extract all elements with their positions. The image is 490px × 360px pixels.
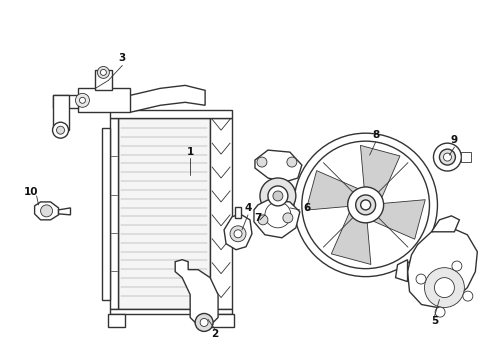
Polygon shape xyxy=(110,110,232,118)
Circle shape xyxy=(200,319,208,327)
Circle shape xyxy=(79,97,85,103)
Polygon shape xyxy=(373,200,425,239)
Circle shape xyxy=(452,261,462,271)
Text: 9: 9 xyxy=(451,135,458,145)
Polygon shape xyxy=(35,202,58,220)
Circle shape xyxy=(440,149,455,165)
Circle shape xyxy=(463,291,473,301)
Circle shape xyxy=(234,230,242,238)
Circle shape xyxy=(230,226,246,242)
Polygon shape xyxy=(254,200,300,238)
Polygon shape xyxy=(96,71,112,90)
Polygon shape xyxy=(110,310,232,315)
Text: 10: 10 xyxy=(24,187,38,197)
Polygon shape xyxy=(205,315,234,328)
Circle shape xyxy=(361,200,370,210)
Circle shape xyxy=(302,141,429,269)
Polygon shape xyxy=(331,212,371,265)
Polygon shape xyxy=(108,315,125,328)
Circle shape xyxy=(435,307,445,317)
Text: 4: 4 xyxy=(245,203,252,213)
Text: 2: 2 xyxy=(212,329,219,339)
Polygon shape xyxy=(78,88,130,112)
Polygon shape xyxy=(462,152,471,162)
Circle shape xyxy=(41,205,52,217)
Circle shape xyxy=(98,67,109,78)
Circle shape xyxy=(195,314,213,332)
Circle shape xyxy=(348,187,384,223)
Text: 7: 7 xyxy=(254,213,262,223)
Circle shape xyxy=(258,215,268,225)
Circle shape xyxy=(435,278,454,298)
Polygon shape xyxy=(119,118,210,310)
Polygon shape xyxy=(58,208,71,215)
Text: 8: 8 xyxy=(372,130,379,140)
Polygon shape xyxy=(175,260,218,325)
Polygon shape xyxy=(52,95,69,130)
Polygon shape xyxy=(130,85,205,112)
Circle shape xyxy=(257,157,267,167)
Circle shape xyxy=(294,133,438,276)
Circle shape xyxy=(268,186,288,206)
Polygon shape xyxy=(102,128,110,300)
Circle shape xyxy=(273,191,283,201)
Text: 3: 3 xyxy=(119,54,126,63)
Circle shape xyxy=(52,122,69,138)
Circle shape xyxy=(443,153,451,161)
Circle shape xyxy=(265,202,291,228)
Polygon shape xyxy=(408,228,477,307)
Circle shape xyxy=(283,213,293,223)
Polygon shape xyxy=(432,216,460,232)
Text: 1: 1 xyxy=(187,147,194,157)
Text: 5: 5 xyxy=(431,316,438,327)
Polygon shape xyxy=(255,150,302,182)
Polygon shape xyxy=(395,260,408,282)
Polygon shape xyxy=(224,214,252,250)
Circle shape xyxy=(287,157,297,167)
Circle shape xyxy=(424,268,465,307)
Circle shape xyxy=(75,93,90,107)
Polygon shape xyxy=(52,95,78,108)
Circle shape xyxy=(416,274,426,284)
Circle shape xyxy=(56,126,65,134)
Circle shape xyxy=(434,143,462,171)
Circle shape xyxy=(260,178,296,214)
Polygon shape xyxy=(361,145,400,197)
Polygon shape xyxy=(235,207,241,218)
Text: 6: 6 xyxy=(303,203,311,213)
Polygon shape xyxy=(110,118,119,310)
Circle shape xyxy=(100,69,106,75)
Polygon shape xyxy=(210,118,232,310)
Circle shape xyxy=(356,195,376,215)
Polygon shape xyxy=(306,171,358,210)
